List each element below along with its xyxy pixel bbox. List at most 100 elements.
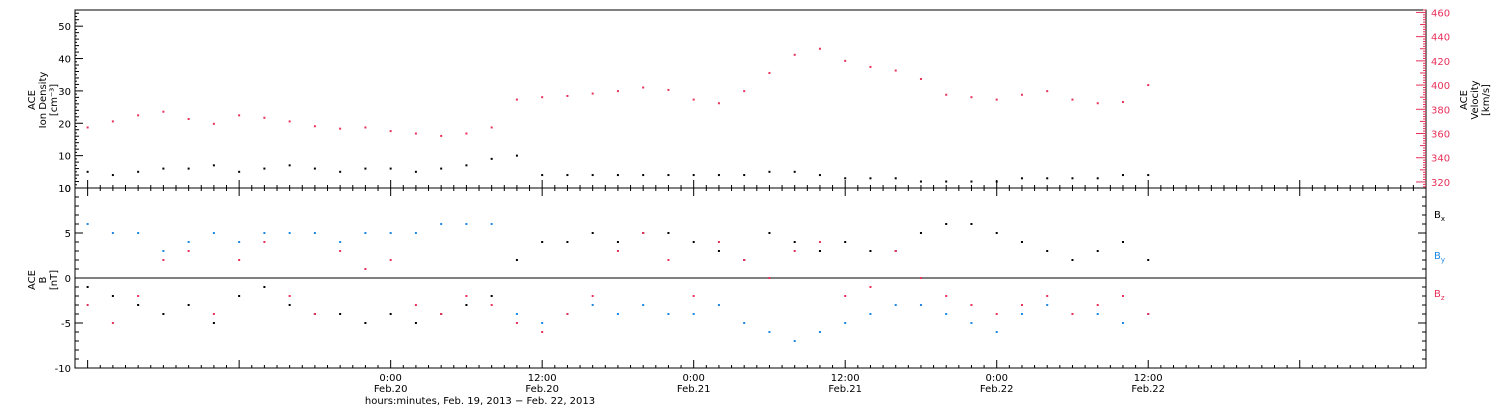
bz-point	[515, 322, 518, 324]
density-point	[970, 180, 973, 183]
by-point	[692, 313, 695, 315]
right-y-tick-label: 420	[1431, 57, 1450, 68]
bx-point	[692, 241, 695, 243]
density-point	[263, 167, 266, 170]
by-point	[945, 313, 948, 315]
by-point	[894, 304, 897, 306]
velocity-point	[288, 120, 291, 123]
velocity-point	[137, 114, 140, 117]
by-point	[1121, 322, 1124, 324]
velocity-point	[793, 53, 796, 56]
velocity-point	[919, 78, 922, 81]
bx-point	[768, 232, 771, 234]
density-axis-label: ACE	[27, 90, 38, 110]
by-point	[389, 232, 392, 234]
bx-point	[263, 286, 266, 288]
x-tick-date-label: Feb.22	[1131, 384, 1165, 395]
density-point	[111, 174, 114, 177]
density-point	[414, 170, 417, 173]
bx-point	[591, 232, 594, 234]
bx-point	[86, 286, 89, 288]
velocity-point	[743, 90, 746, 93]
density-point	[945, 180, 948, 183]
legend-entry: Bx	[1434, 210, 1445, 223]
velocity-point	[339, 127, 342, 130]
bx-point	[970, 223, 973, 225]
by-point	[995, 331, 998, 333]
density-point	[515, 154, 518, 157]
x-tick-time-label: 12:00	[1134, 373, 1163, 384]
bz-point	[919, 277, 922, 279]
bx-point	[869, 250, 872, 252]
velocity-point	[212, 122, 215, 125]
by-point	[1046, 304, 1049, 306]
bz-point	[288, 295, 291, 297]
by-point	[86, 223, 89, 225]
bz-point	[414, 304, 417, 306]
x-tick-time-label: 12:00	[831, 373, 860, 384]
density-point	[1121, 174, 1124, 177]
x-axis-label: hours:minutes, Feb. 19, 2013 − Feb. 22, …	[365, 396, 595, 407]
bz-point	[717, 241, 720, 243]
x-tick-time-label: 0:00	[379, 373, 401, 384]
density-point	[667, 174, 670, 177]
bx-point	[288, 304, 291, 306]
velocity-point	[364, 126, 367, 129]
velocity-point	[692, 98, 695, 101]
velocity-axis-label: [km/s]	[1481, 84, 1492, 116]
x-tick-date-label: Feb.21	[677, 384, 711, 395]
density-point	[1046, 177, 1049, 180]
bx-point	[212, 322, 215, 324]
density-axis-label: [cm⁻³]	[49, 84, 60, 116]
x-tick-date-label: Feb.22	[980, 384, 1014, 395]
left-y-tick-label: 40	[58, 55, 71, 66]
bx-point	[919, 232, 922, 234]
left-y-tick-label: 50	[58, 22, 71, 33]
density-point	[389, 167, 392, 170]
velocity-point	[591, 92, 594, 95]
density-point	[1147, 174, 1150, 177]
velocity-point	[995, 98, 998, 101]
density-point	[238, 170, 241, 173]
velocity-point	[263, 116, 266, 119]
bz-point	[111, 322, 114, 324]
bz-point	[238, 259, 241, 261]
by-point	[238, 241, 241, 243]
by-point	[440, 223, 443, 225]
by-point	[313, 232, 316, 234]
bx-point	[238, 295, 241, 297]
bz-point	[465, 295, 468, 297]
by-point	[616, 313, 619, 315]
bx-point	[793, 241, 796, 243]
bz-point	[86, 304, 89, 306]
bz-point	[844, 295, 847, 297]
bx-point	[389, 313, 392, 315]
by-point	[743, 322, 746, 324]
by-point	[591, 304, 594, 306]
density-point	[339, 170, 342, 173]
by-point	[919, 304, 922, 306]
by-point	[212, 232, 215, 234]
left-y-tick-label: 20	[58, 119, 71, 130]
bz-point	[1121, 295, 1124, 297]
velocity-point	[111, 120, 114, 123]
bx-point	[515, 259, 518, 261]
velocity-point	[541, 96, 544, 99]
by-point	[844, 322, 847, 324]
bz-point	[591, 295, 594, 297]
legend-entry: Bz	[1434, 289, 1445, 302]
bx-point	[844, 241, 847, 243]
bz-point	[389, 259, 392, 261]
bx-point	[717, 250, 720, 252]
density-point	[288, 164, 291, 167]
velocity-axis-label: ACE	[1459, 90, 1470, 110]
velocity-point	[1071, 98, 1074, 101]
x-tick-date-label: Feb.20	[374, 384, 408, 395]
density-point	[1020, 177, 1023, 180]
velocity-point	[465, 132, 468, 135]
velocity-point	[1046, 90, 1049, 93]
density-point	[364, 167, 367, 170]
bz-point	[1071, 313, 1074, 315]
right-y-tick-label: 320	[1431, 178, 1450, 189]
bz-point	[187, 250, 190, 252]
